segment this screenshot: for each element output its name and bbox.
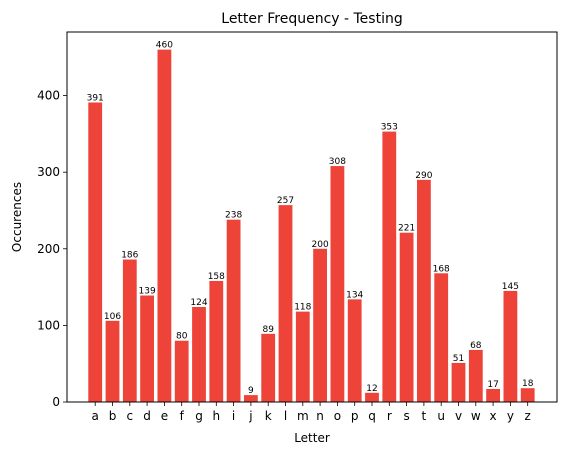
- bar-h: [209, 280, 224, 402]
- data-label-k: 89: [262, 325, 274, 335]
- y-tick-label-200: 200: [37, 242, 60, 256]
- data-label-z: 18: [522, 379, 534, 389]
- data-label-g: 124: [190, 298, 207, 308]
- y-axis-ticks: 0 100 200 300 400: [37, 89, 67, 409]
- data-label-e: 460: [156, 41, 173, 51]
- bar-f: [174, 340, 189, 402]
- data-label-x: 17: [487, 380, 498, 390]
- data-label-f: 80: [176, 332, 188, 342]
- y-tick-label-100: 100: [37, 318, 60, 332]
- x-tick-label-d: d: [143, 409, 151, 423]
- data-label-m: 118: [294, 303, 311, 313]
- data-label-a: 391: [87, 93, 104, 103]
- data-labels-layer: 391 106 186 139 460 80 124 158 238 9 89 257 118 200 30…: [87, 41, 534, 396]
- bar-l: [278, 205, 293, 402]
- bar-e: [157, 49, 172, 403]
- bar-o: [330, 166, 345, 402]
- x-tick-label-j: j: [248, 409, 252, 423]
- x-tick-label-v: v: [455, 409, 462, 423]
- data-label-j: 9: [248, 386, 254, 396]
- x-tick-label-c: c: [126, 409, 133, 423]
- x-tick-label-u: u: [437, 409, 445, 423]
- data-label-t: 290: [415, 171, 432, 181]
- x-tick-label-a: a: [92, 409, 99, 423]
- data-label-v: 51: [453, 354, 464, 364]
- bar-u: [434, 273, 449, 402]
- bar-m: [295, 311, 310, 402]
- data-label-b: 106: [104, 312, 121, 322]
- bar-c: [122, 259, 137, 402]
- x-tick-label-k: k: [265, 409, 272, 423]
- x-tick-label-z: z: [525, 409, 531, 423]
- y-axis-label: Occurences: [10, 182, 24, 252]
- data-label-q: 12: [366, 384, 377, 394]
- data-label-y: 145: [502, 282, 519, 292]
- y-tick-label-300: 300: [37, 165, 60, 179]
- bar-k: [261, 333, 276, 402]
- data-label-w: 68: [470, 341, 482, 351]
- chart-title: Letter Frequency - Testing: [221, 11, 402, 27]
- bar-j: [244, 395, 258, 402]
- x-tick-label-l: l: [284, 409, 287, 423]
- y-tick-label-400: 400: [37, 89, 60, 103]
- data-label-r: 353: [381, 123, 398, 133]
- data-label-s: 221: [398, 224, 415, 234]
- x-tick-label-w: w: [471, 409, 481, 423]
- x-tick-label-q: q: [368, 409, 376, 423]
- x-tick-label-h: h: [212, 409, 220, 423]
- bar-a: [88, 102, 103, 402]
- data-label-l: 257: [277, 196, 294, 206]
- data-label-i: 238: [225, 211, 242, 221]
- plot-frame: [66, 31, 558, 403]
- data-label-o: 308: [329, 157, 346, 167]
- data-label-p: 134: [346, 290, 363, 300]
- bar-i: [226, 219, 241, 402]
- bar-g: [192, 307, 206, 402]
- x-tick-label-y: y: [507, 409, 514, 423]
- bar-q: [365, 392, 379, 402]
- bars-layer: [88, 49, 535, 403]
- data-label-n: 200: [312, 240, 329, 250]
- data-label-u: 168: [433, 264, 450, 274]
- x-tick-label-s: s: [403, 409, 409, 423]
- x-tick-label-n: n: [316, 409, 324, 423]
- bar-z: [520, 388, 535, 402]
- x-tick-label-e: e: [161, 409, 168, 423]
- bar-s: [399, 232, 414, 402]
- bar-v: [451, 362, 466, 402]
- bar-y: [503, 290, 518, 402]
- bar-n: [313, 248, 327, 402]
- bar-x: [486, 388, 500, 402]
- x-tick-label-i: i: [232, 409, 235, 423]
- x-axis-label: Letter: [294, 431, 330, 445]
- x-tick-label-m: m: [297, 409, 309, 423]
- y-tick-label-0: 0: [52, 395, 60, 409]
- x-tick-label-r: r: [387, 409, 392, 423]
- x-tick-label-o: o: [334, 409, 341, 423]
- x-tick-label-f: f: [180, 409, 185, 423]
- bar-b: [105, 320, 120, 402]
- data-label-h: 158: [208, 272, 225, 282]
- x-tick-label-b: b: [109, 409, 117, 423]
- bar-w: [468, 349, 483, 402]
- bar-t: [417, 179, 431, 402]
- bar-p: [347, 299, 362, 402]
- x-tick-label-g: g: [195, 409, 203, 423]
- x-tick-label-x: x: [490, 409, 497, 423]
- x-tick-label-t: t: [422, 409, 427, 423]
- bar-d: [140, 295, 154, 402]
- x-tick-label-p: p: [351, 409, 359, 423]
- data-label-c: 186: [121, 251, 138, 261]
- bar-r: [382, 131, 397, 402]
- data-label-d: 139: [139, 287, 156, 297]
